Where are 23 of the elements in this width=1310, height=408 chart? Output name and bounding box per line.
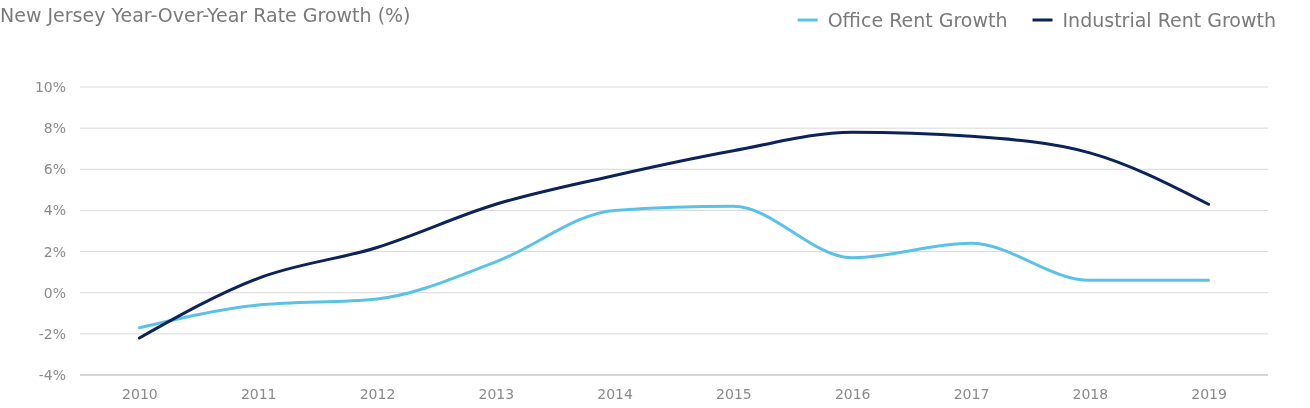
y-tick-label: -2% (38, 325, 66, 342)
y-tick-label: 6% (43, 161, 66, 178)
x-tick-label: 2016 (834, 385, 871, 402)
legend-label: Industrial Rent Growth (1062, 9, 1276, 31)
y-tick-label: 0% (43, 284, 66, 301)
line-series (137, 130, 1211, 340)
y-tick-label: -4% (38, 366, 66, 383)
y-tick-label: 2% (43, 243, 66, 260)
x-tick-label: 2013 (478, 385, 515, 402)
x-tick-label: 2012 (359, 385, 396, 402)
chart-title: New Jersey Year-Over-Year Rate Growth (%) (0, 4, 411, 26)
x-tick-label: 2014 (597, 385, 633, 402)
y-tick-label: 8% (43, 120, 66, 137)
y-tick-label: 10% (34, 78, 66, 95)
line-series (137, 204, 1211, 330)
x-tick-label: 2010 (122, 385, 158, 402)
x-tick-label: 2011 (240, 385, 277, 402)
y-tick-label: 4% (43, 202, 66, 219)
x-tick-label: 2017 (953, 385, 990, 402)
x-tick-label: 2015 (716, 385, 752, 402)
legend-label: Office Rent Growth (827, 9, 1008, 31)
x-tick-label: 2019 (1191, 385, 1227, 402)
x-tick-label: 2018 (1072, 385, 1109, 402)
